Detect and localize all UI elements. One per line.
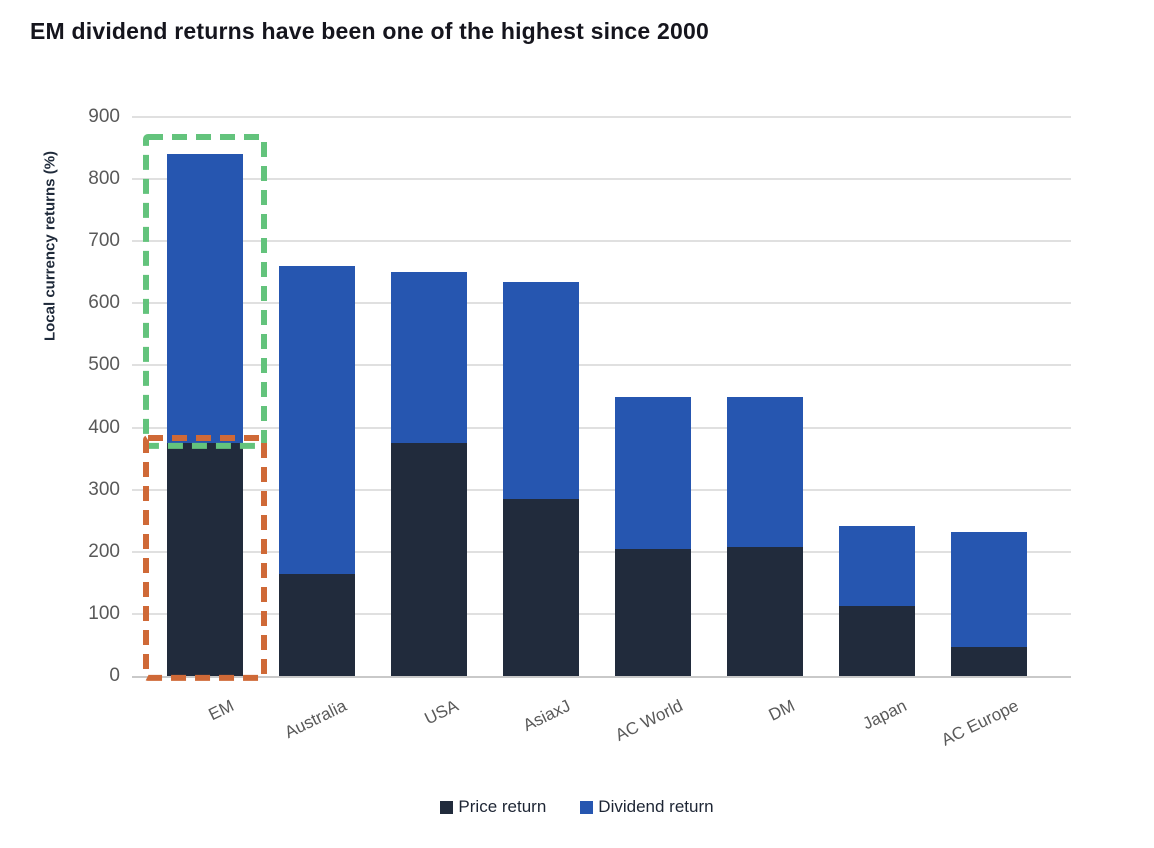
legend-label: Dividend return bbox=[598, 797, 714, 816]
bar-asiaxj-dividend-segment bbox=[502, 281, 579, 499]
y-tick-label-300: 300 bbox=[88, 478, 120, 500]
legend-item-price-return: Price return bbox=[440, 797, 546, 817]
gridline-600 bbox=[132, 302, 1071, 305]
bar-em-dividend-segment bbox=[166, 154, 243, 444]
em-price-highlight-box bbox=[142, 435, 267, 681]
em-dividend-highlight-rect bbox=[142, 134, 267, 450]
y-tick-label-600: 600 bbox=[88, 292, 120, 314]
bar-australia-dividend-segment bbox=[278, 266, 355, 574]
gridline-800 bbox=[132, 178, 1071, 181]
x-category-label-em: EM bbox=[205, 696, 237, 725]
y-tick-label-500: 500 bbox=[88, 354, 120, 376]
gridline-300 bbox=[132, 488, 1071, 491]
gridline-700 bbox=[132, 240, 1071, 243]
y-tick-label-800: 800 bbox=[88, 168, 120, 190]
gridline-500 bbox=[132, 364, 1071, 367]
gridline-400 bbox=[132, 426, 1071, 429]
bar-dm-dividend-segment bbox=[727, 396, 804, 547]
bar-australia-price-segment bbox=[278, 573, 355, 676]
bar-ac-world-price-segment bbox=[615, 548, 692, 676]
legend-swatch-icon bbox=[580, 800, 594, 814]
bar-ac-europe-dividend-segment bbox=[951, 531, 1028, 648]
y-tick-label-900: 900 bbox=[88, 106, 120, 127]
x-category-label-japan: Japan bbox=[859, 696, 910, 734]
legend: Price return Dividend return bbox=[0, 797, 1154, 817]
y-tick-label-200: 200 bbox=[88, 540, 120, 562]
gridline-900 bbox=[132, 116, 1071, 118]
y-tick-label-0: 0 bbox=[109, 665, 120, 686]
x-category-label-ac-europe: AC Europe bbox=[938, 696, 1022, 750]
x-category-label-dm: DM bbox=[765, 696, 798, 725]
x-category-label-australia: Australia bbox=[281, 696, 349, 743]
y-tick-label-700: 700 bbox=[88, 230, 120, 252]
bar-usa-price-segment bbox=[390, 443, 467, 676]
x-category-label-asiaxj: AsiaxJ bbox=[519, 696, 574, 736]
em-dividend-highlight-box bbox=[142, 134, 267, 450]
y-tick-label-400: 400 bbox=[88, 416, 120, 438]
legend-label: Price return bbox=[458, 797, 547, 816]
bar-japan-price-segment bbox=[839, 606, 916, 676]
legend-item-dividend-return: Dividend return bbox=[580, 797, 714, 817]
bar-japan-dividend-segment bbox=[839, 525, 916, 607]
bar-ac-world-dividend-segment bbox=[615, 396, 692, 549]
gridline-100 bbox=[132, 612, 1071, 615]
x-category-label-usa: USA bbox=[421, 696, 462, 729]
legend-swatch-icon bbox=[440, 800, 454, 814]
x-category-label-ac-world: AC World bbox=[611, 696, 686, 745]
x-axis-line bbox=[132, 675, 1071, 678]
bar-asiaxj-price-segment bbox=[502, 498, 579, 676]
em-price-highlight-rect bbox=[142, 435, 267, 681]
y-tick-label-100: 100 bbox=[88, 602, 120, 624]
gridline-200 bbox=[132, 550, 1071, 553]
bar-ac-europe-price-segment bbox=[951, 647, 1028, 676]
bar-usa-dividend-segment bbox=[390, 272, 467, 444]
bar-dm-price-segment bbox=[727, 546, 804, 676]
bar-em-price-segment bbox=[166, 443, 243, 676]
chart-title: EM dividend returns have been one of the… bbox=[30, 18, 709, 44]
